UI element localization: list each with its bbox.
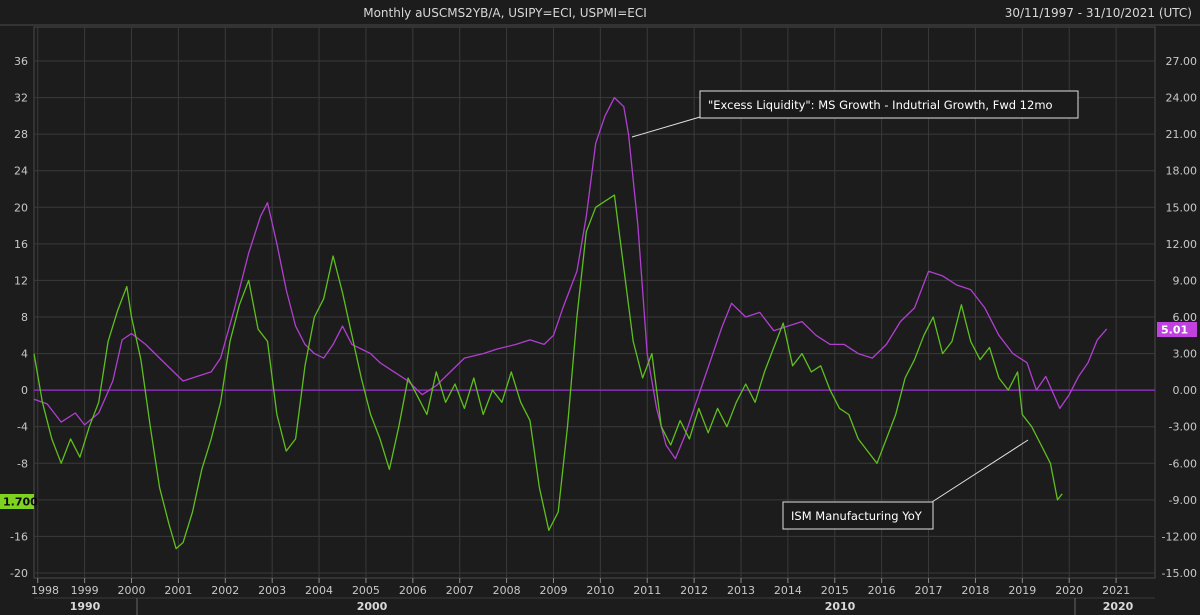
- ism-annotation-label: ISM Manufacturing YoY: [791, 509, 923, 523]
- x-tick-label: 2013: [727, 584, 755, 597]
- right-tick-label: 9.00: [1173, 274, 1198, 287]
- right-tick-label: -6.00: [1169, 457, 1197, 470]
- left-tick-label: -20: [10, 567, 28, 580]
- era-label: 2000: [357, 600, 388, 613]
- left-tick-label: -8: [17, 457, 28, 470]
- era-label: 2020: [1103, 600, 1134, 613]
- right-tick-label: 3.00: [1173, 348, 1198, 361]
- left-tick-label: 24: [14, 165, 28, 178]
- x-tick-label: 2007: [446, 584, 474, 597]
- chart-title: Monthly aUSCMS2YB/A, USIPY=ECI, USPMI=EC…: [363, 6, 647, 20]
- x-tick-label: 2016: [868, 584, 896, 597]
- right-tick-label: 15.00: [1166, 201, 1198, 214]
- ism-annotation-box: [782, 501, 934, 530]
- x-tick-label: 2015: [821, 584, 849, 597]
- x-tick-label: 1998: [31, 584, 59, 597]
- right-tick-label: 27.00: [1166, 55, 1198, 68]
- x-tick-label: 2004: [305, 584, 333, 597]
- left-tick-label: -16: [10, 530, 28, 543]
- x-tick-label: 2020: [1055, 584, 1083, 597]
- right-tick-label: 12.00: [1166, 238, 1198, 251]
- x-tick-label: 2018: [961, 584, 989, 597]
- era-label: 2010: [825, 600, 856, 613]
- right-axis: 27.00 24.00 21.00 18.00 15.00 12.00 9.00 6.00 3.…: [1162, 55, 1197, 580]
- left-tick-label: 20: [14, 201, 28, 214]
- x-tick-label: 2011: [633, 584, 661, 597]
- ism-annotation-leader: [931, 439, 1029, 503]
- left-value-badge-bg: [0, 494, 34, 509]
- x-tick-label: 2012: [680, 584, 708, 597]
- liquidity-series-line: [33, 96, 1108, 460]
- left-tick-label: 16: [14, 238, 28, 251]
- right-tick-label: -9.00: [1169, 494, 1197, 507]
- series-layer: [33, 96, 1108, 550]
- x-tick-label: 2001: [164, 584, 192, 597]
- right-tick-label: 6.00: [1173, 311, 1198, 324]
- x-tick-label: 2008: [493, 584, 521, 597]
- x-tick-label: 1999: [71, 584, 99, 597]
- x-tick-label: 2002: [211, 584, 239, 597]
- ism-series-line: [33, 194, 1063, 550]
- right-tick-label: 21.00: [1166, 128, 1198, 141]
- x-tick-label: 2009: [539, 584, 567, 597]
- liquidity-annotation: "Excess Liquidity": MS Growth - Indutria…: [631, 90, 1079, 138]
- liquidity-annotation-label: "Excess Liquidity": MS Growth - Indutria…: [708, 98, 1053, 112]
- left-tick-label: 36: [14, 55, 28, 68]
- right-tick-label: 0.00: [1173, 384, 1198, 397]
- right-value-badge-text: 5.01: [1161, 324, 1188, 337]
- x-tick-label: 2010: [586, 584, 614, 597]
- x-tick-label: 2021: [1102, 584, 1130, 597]
- x-tick-label: 2017: [915, 584, 943, 597]
- left-tick-label: 8: [21, 311, 28, 324]
- x-tick-label: 2006: [399, 584, 427, 597]
- left-tick-label: 0: [21, 384, 28, 397]
- right-value-badge-bg: [1157, 322, 1197, 337]
- right-tick-label: -3.00: [1169, 421, 1197, 434]
- right-tick-label: 24.00: [1166, 92, 1198, 105]
- x-tick-label: 2003: [258, 584, 286, 597]
- liquidity-annotation-box: [699, 90, 1079, 119]
- plot-frame: [33, 26, 1156, 579]
- right-tick-label: -12.00: [1162, 530, 1197, 543]
- ism-annotation: ISM Manufacturing YoY: [782, 439, 1029, 530]
- x-tick-label: 2014: [774, 584, 802, 597]
- era-label: 1990: [70, 600, 101, 613]
- right-value-badge: 5.01: [1157, 322, 1197, 337]
- left-tick-label: 4: [21, 348, 28, 361]
- x-tick-label: 2005: [352, 584, 380, 597]
- x-tick-label: 2019: [1008, 584, 1036, 597]
- left-tick-label: 28: [14, 128, 28, 141]
- right-tick-label: 18.00: [1166, 165, 1198, 178]
- right-tick-label: -15.00: [1162, 567, 1197, 580]
- x-tick-label: 2000: [118, 584, 146, 597]
- date-range: 30/11/1997 - 31/10/2021 (UTC): [1005, 6, 1192, 20]
- left-tick-label: -4: [17, 421, 28, 434]
- left-value-badge-text: 1.700: [3, 496, 38, 509]
- left-tick-label: 12: [14, 274, 28, 287]
- x-axis: 1998 1999 2000 2001 2002 2003 2004 2005 2006 2007…: [31, 578, 1155, 615]
- left-value-badge: 1.700: [0, 494, 38, 509]
- grid: [0, 24, 1200, 579]
- left-tick-label: 32: [14, 92, 28, 105]
- liquidity-annotation-leader: [631, 116, 701, 138]
